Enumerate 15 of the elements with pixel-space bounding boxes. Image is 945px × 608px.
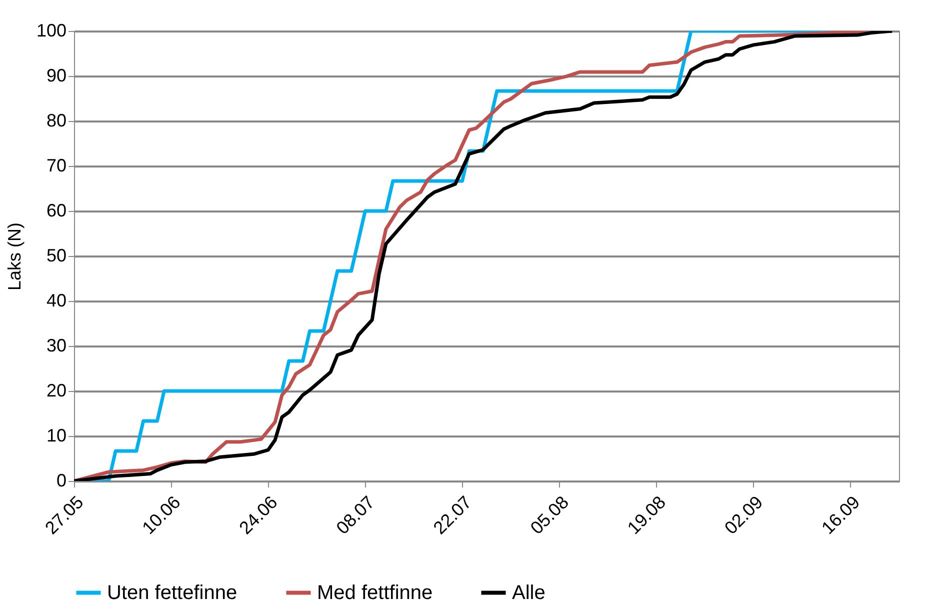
y-tick-label: 80	[46, 110, 66, 130]
y-tick-label: 100	[36, 20, 66, 40]
y-tick-label: 10	[46, 426, 66, 446]
legend-label: Alle	[512, 582, 546, 604]
y-axis-title: Laks (N)	[4, 222, 24, 291]
y-tick-label: 90	[46, 66, 66, 86]
y-tick-label: 30	[46, 336, 66, 356]
legend-label: Med fettfinne	[317, 582, 433, 604]
y-tick-label: 40	[46, 290, 66, 310]
y-tick-label: 70	[46, 156, 66, 176]
y-tick-label: 50	[46, 246, 66, 266]
y-tick-label: 60	[46, 200, 66, 220]
y-tick-label: 20	[46, 380, 66, 400]
legend-label: Uten fettefinne	[107, 582, 238, 604]
y-tick-label: 0	[56, 470, 66, 490]
